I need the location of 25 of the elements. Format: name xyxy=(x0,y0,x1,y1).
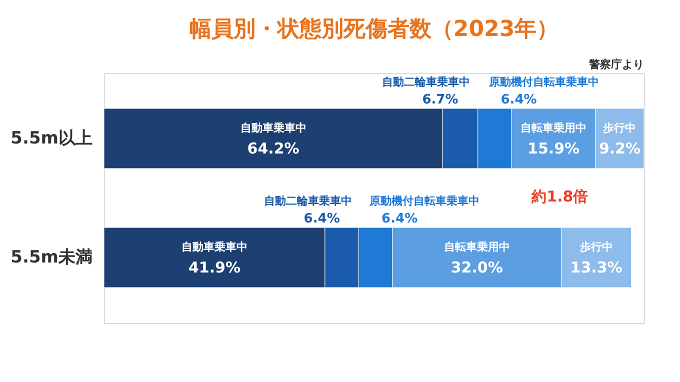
text: 原動機付自転車乗車中 xyxy=(370,194,480,208)
y-tick-label: 5.5m以上 xyxy=(10,128,92,148)
series-label: 歩行中 xyxy=(602,121,636,134)
text: 自動車乗車中 xyxy=(181,240,248,254)
series-label: 自動車乗車中 xyxy=(240,121,306,134)
data-label: 6.4% xyxy=(304,212,340,227)
data-label: 9.2% xyxy=(598,139,641,158)
data-label: 6.4% xyxy=(500,92,537,108)
text: 警察庁より xyxy=(588,58,644,71)
text: 歩行中 xyxy=(580,240,613,254)
text: 自動二輪車乗車中 xyxy=(264,194,352,208)
data-label: 6.7% xyxy=(422,92,458,108)
y-tick-label: 5.5m未満 xyxy=(10,248,92,268)
chart-title: 幅員別・状態別死傷者数（2023年） xyxy=(189,16,559,42)
annotation: 約1.8倍 xyxy=(530,187,588,206)
series-label: 自転車乗用中 xyxy=(520,121,587,134)
text: 自転車乗用中 xyxy=(444,240,510,254)
data-label: 64.2% xyxy=(247,139,300,158)
data-label: 13.3% xyxy=(570,258,622,277)
data-label: 32.0% xyxy=(450,258,503,277)
series-label: 原動機付自転車乗車中 xyxy=(488,75,599,88)
data-label: 41.9% xyxy=(188,258,240,277)
series-label: 自動二輪車乗車中 xyxy=(382,75,470,88)
data-label: 6.4% xyxy=(382,212,418,227)
data-label: 15.9% xyxy=(528,139,580,158)
